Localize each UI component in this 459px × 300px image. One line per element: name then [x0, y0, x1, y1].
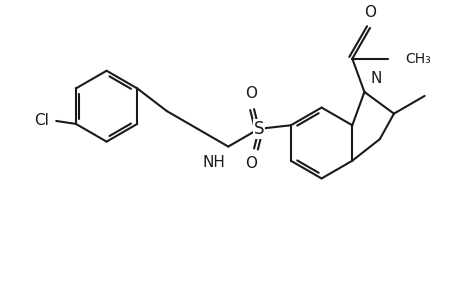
Text: O: O [245, 86, 257, 101]
Text: O: O [245, 156, 257, 171]
Text: CH₃: CH₃ [404, 52, 430, 66]
Text: N: N [369, 71, 381, 86]
Text: S: S [253, 120, 263, 138]
Text: O: O [363, 5, 375, 20]
Text: NH: NH [202, 155, 225, 170]
Text: Cl: Cl [34, 113, 49, 128]
